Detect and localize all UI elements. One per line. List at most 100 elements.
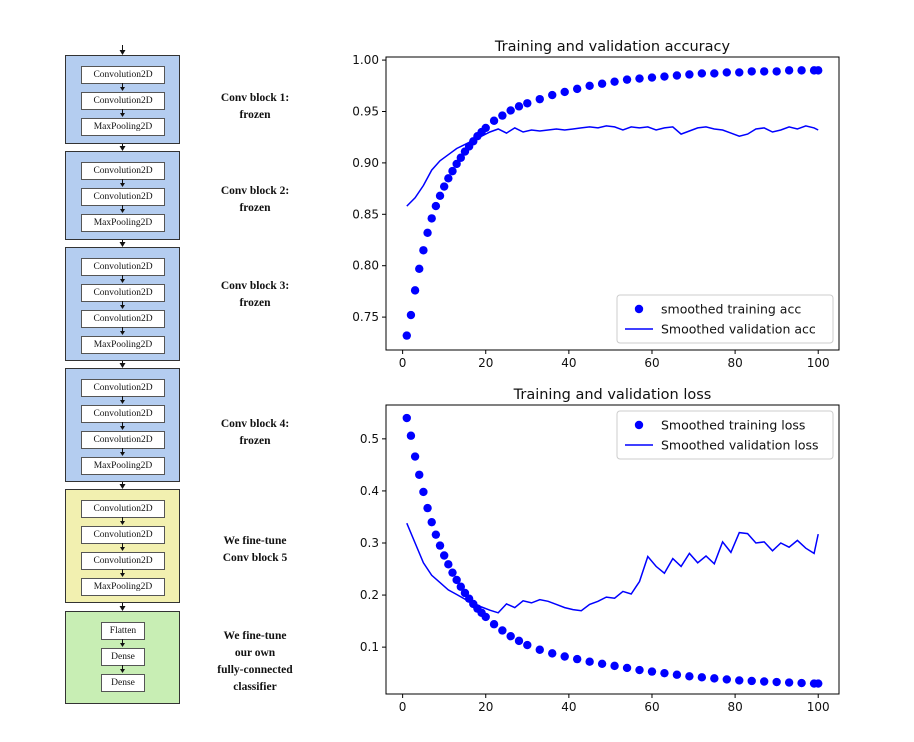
- legend-entry: smoothed training acc: [661, 302, 801, 317]
- training-point: [747, 676, 756, 686]
- training-point: [759, 67, 769, 76]
- training-point: [672, 670, 682, 679]
- training-point: [622, 75, 632, 84]
- conv-block-1: Convolution2D Convolution2D MaxPooling2D: [65, 55, 180, 144]
- training-point: [489, 620, 499, 629]
- training-point: [635, 74, 644, 83]
- training-point: [597, 79, 607, 88]
- training-point: [535, 94, 544, 104]
- layer-arrow-head: [120, 279, 125, 283]
- training-point: [710, 674, 719, 683]
- training-point: [431, 530, 441, 539]
- layer-arrow-head: [120, 331, 125, 335]
- training-point: [402, 331, 411, 340]
- layer-arrow-head: [120, 521, 125, 525]
- block-arrow-head: [119, 242, 126, 247]
- training-point: [444, 174, 453, 183]
- training-point: [685, 672, 694, 681]
- training-point: [427, 517, 436, 527]
- chart-accuracy: Training and validation accuracy 0 20 40 60 8…: [352, 39, 840, 370]
- layer-box: MaxPooling2D: [81, 336, 165, 354]
- block-label-line: classifier: [233, 681, 277, 693]
- training-point: [439, 182, 449, 191]
- x-tick-label: 80: [727, 356, 742, 370]
- training-point: [635, 665, 644, 675]
- training-point: [548, 90, 557, 100]
- block-label-line: frozen: [239, 109, 271, 121]
- block-label-line: We fine-tune: [223, 630, 287, 642]
- block-label-line: Conv block 2:: [220, 185, 290, 197]
- legend-marker-dot: [634, 304, 644, 314]
- block-label-line: Conv block 3:: [220, 280, 290, 292]
- training-point: [452, 575, 461, 585]
- training-point: [481, 612, 490, 622]
- training-point: [772, 677, 781, 687]
- training-point: [697, 673, 707, 682]
- training-point: [506, 632, 515, 641]
- training-point: [814, 679, 823, 688]
- training-point: [406, 310, 416, 320]
- training-point: [523, 99, 532, 108]
- training-point: [585, 81, 594, 90]
- training-point: [784, 678, 794, 687]
- training-point: [572, 654, 582, 664]
- y-tick-label: 0.4: [360, 484, 379, 498]
- block-label-line: Conv block 1:: [220, 92, 290, 104]
- block-label-line: Conv block 4:: [220, 418, 290, 430]
- training-point: [423, 503, 432, 513]
- x-tick-label: 40: [561, 356, 576, 370]
- block-label-line: Conv block 5: [222, 552, 288, 564]
- validation-line: [406, 125, 819, 207]
- legend-box: [616, 410, 834, 460]
- validation-line: [406, 522, 819, 614]
- legend-entry: Smoothed training loss: [661, 418, 805, 433]
- training-point: [431, 201, 441, 211]
- training-point: [672, 71, 682, 80]
- y-tick-label: 0.90: [352, 156, 379, 170]
- x-tick-label: 40: [561, 700, 576, 714]
- training-point: [456, 582, 466, 591]
- block-label-4: Conv block 4: frozen: [195, 416, 315, 450]
- y-tick-label: 0.85: [352, 207, 379, 221]
- x-tick-label: 100: [807, 700, 830, 714]
- plot-frame: [385, 404, 840, 695]
- x-tick-label: 0: [399, 700, 407, 714]
- training-point: [597, 659, 607, 668]
- layer-arrow-head: [120, 643, 125, 647]
- training-point: [660, 72, 669, 81]
- layer-box: Dense: [101, 674, 145, 692]
- training-point: [572, 84, 582, 94]
- layer-box: MaxPooling2D: [81, 214, 165, 232]
- training-point: [439, 551, 449, 560]
- training-point: [419, 487, 428, 497]
- x-tick-label: 60: [644, 356, 659, 370]
- block-arrow-head: [119, 484, 126, 489]
- y-tick-label: 0.75: [352, 310, 379, 324]
- conv-block-3: Convolution2D Convolution2D Convolution2D M…: [65, 247, 180, 361]
- layer-arrow-head: [120, 547, 125, 551]
- training-point: [402, 413, 411, 423]
- x-tick-label: 100: [807, 356, 830, 370]
- x-tick-label: 0: [399, 356, 407, 370]
- chart-loss: Training and validation loss 0 20 40 60 80 100…: [360, 387, 840, 714]
- layer-arrow-head: [120, 183, 125, 187]
- training-point: [797, 678, 806, 688]
- block-label-3: Conv block 3: frozen: [195, 278, 315, 312]
- x-tick-label: 80: [727, 700, 742, 714]
- training-point: [435, 541, 445, 550]
- training-point: [722, 68, 731, 77]
- training-point: [735, 68, 744, 77]
- layer-arrow-head: [120, 87, 125, 91]
- block-label-line: frozen: [239, 297, 271, 309]
- training-point: [647, 73, 657, 82]
- y-tick-label: 0.2: [360, 588, 379, 602]
- block-arrow-head: [119, 363, 126, 368]
- training-point: [423, 228, 432, 237]
- y-tick-label: 1.00: [352, 53, 379, 67]
- block-arrow-head: [119, 606, 126, 611]
- training-point: [498, 111, 507, 120]
- training-point: [410, 286, 420, 295]
- block-label-line: frozen: [239, 202, 271, 214]
- block-label-line: frozen: [239, 435, 271, 447]
- training-point: [610, 661, 619, 671]
